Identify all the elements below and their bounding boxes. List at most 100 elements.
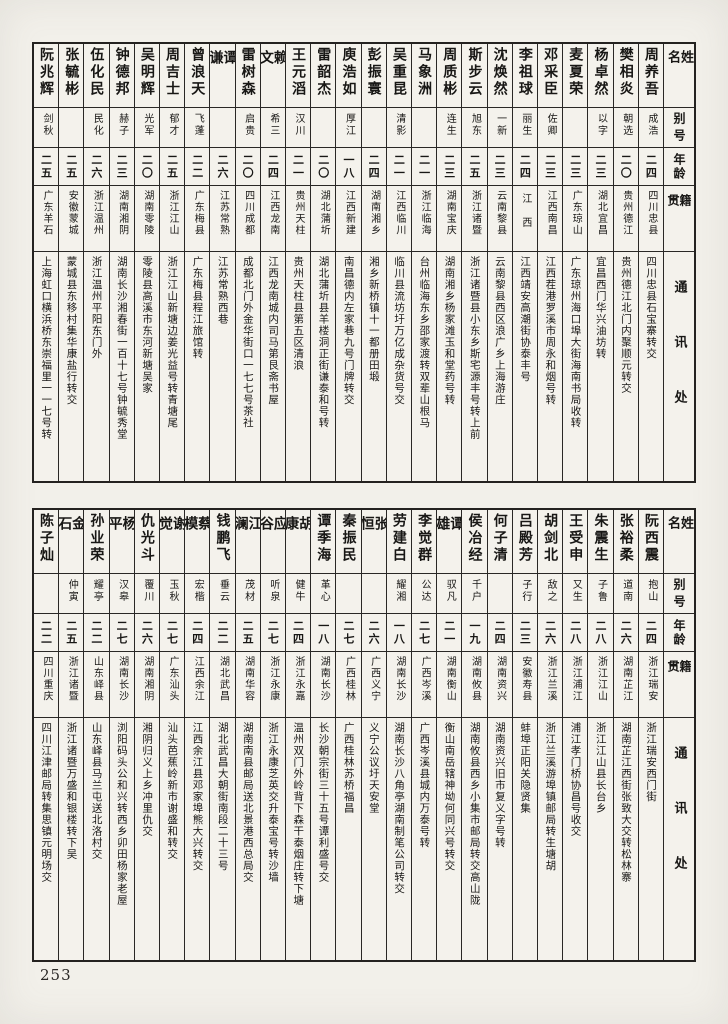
- header-name-text: 姓名: [665, 516, 693, 545]
- age-text: 二六: [140, 619, 154, 646]
- name-text: 仇光斗: [138, 513, 155, 564]
- entry-column: 阮西震 抱山 二四 浙江瑞安 浙江瑞安西门街: [637, 510, 663, 960]
- header-native-place-text: 籍贯: [666, 660, 692, 692]
- address-cell: 四川江津邮局转集思镇元明场交: [34, 718, 58, 960]
- alias-cell: 垂云: [210, 574, 235, 614]
- age-text: 二八: [568, 619, 582, 646]
- age-cell: 二一: [411, 148, 437, 186]
- alias-text: 朝选: [620, 113, 632, 137]
- name-cell: 沈焕然: [487, 44, 512, 108]
- alias-cell: 茂材: [235, 574, 260, 614]
- address-text: 浙江诸暨万盛和银楼转下吴: [65, 722, 78, 860]
- native-place-cell: 湖北武昌: [210, 652, 235, 718]
- entry-column: 钱鹏飞 垂云 二二 湖北武昌 湖北武昌大朝街南段二十三号: [209, 510, 235, 960]
- name-cell: 仇光斗: [134, 510, 159, 574]
- name-cell: 蔡模: [185, 510, 210, 574]
- native-place-text: 湖北武昌: [217, 656, 229, 702]
- age-text: 二五: [64, 153, 78, 180]
- alias-text: 又生: [570, 579, 582, 603]
- address-text: 温州双门外岭背下森干泰烟庄转下塘: [292, 722, 305, 906]
- native-place-text: 广东琼山: [570, 190, 582, 236]
- alias-cell: 健牛: [285, 574, 311, 614]
- age-cell: 二四: [638, 148, 663, 186]
- alias-text: 剑秋: [41, 113, 53, 137]
- age-cell: 二二: [33, 614, 59, 652]
- age-cell: 二五: [235, 614, 260, 652]
- address-text: 浦江孝门桥协昌号收交: [569, 722, 582, 837]
- name-text: 沈焕然: [491, 47, 508, 98]
- age-text: 二一: [442, 619, 456, 646]
- native-place-cell: 广东琼山: [563, 186, 588, 252]
- name-text: 斯步云: [466, 47, 483, 98]
- native-place-cell: 浙江临海: [411, 186, 437, 252]
- native-place-text: 湖南资兴: [494, 656, 506, 702]
- entry-column: 伍化民 民化 二六 浙江温州 浙江温州平阳东门外: [83, 44, 109, 481]
- address-cell: 汕头芭蕉岭新市谢盛和转交: [160, 718, 184, 960]
- header-address-cell: 通讯处: [664, 252, 694, 481]
- name-cell: 谭雄: [437, 510, 462, 574]
- address-text: 台州临海东乡邵家渡转双辈山根马: [418, 256, 431, 429]
- alias-cell: 连生: [437, 108, 462, 148]
- entry-column: 蔡模 宏楷 二四 江西余江 江西余江县邓家埠熊大兴转交: [184, 510, 210, 960]
- age-text: 二〇: [619, 153, 633, 180]
- header-address-text: 通讯处: [671, 746, 687, 911]
- native-place-cell: 贵州天柱: [285, 186, 311, 252]
- entry-column: 谢觉 玉秋 二七 广东汕头 汕头芭蕉岭新市谢盛和转交: [158, 510, 185, 960]
- age-text: 二二: [190, 153, 204, 180]
- entry-column: 周吉士 郁才 二五 浙江江山 浙江江山新塘边姜光益号转青塘尾: [158, 44, 185, 481]
- name-cell: 庾浩如: [336, 44, 361, 108]
- age-cell: 二三: [437, 148, 462, 186]
- alias-cell: 成浩: [638, 108, 663, 148]
- name-text: 秦振民: [340, 513, 357, 564]
- name-text: 朱震生: [592, 513, 609, 564]
- directory-table-bottom: 姓名 别号 年龄 籍贯 通讯处 阮西震 抱山 二四 浙江瑞安 浙江瑞安西门街 张裕柔 道南 二六 湖南芷江…: [32, 508, 696, 962]
- alias-text: 光军: [141, 113, 153, 137]
- entry-column: 沈焕然 一新 二三 云南黎县 云南黎县西区浪广乡上海游庄: [486, 44, 512, 481]
- age-cell: 二八: [588, 614, 613, 652]
- native-place-cell: 湖南湘乡: [361, 186, 386, 252]
- alias-cell: [361, 574, 386, 614]
- address-text: 湖南长沙八角亭湖南制笔公司转交: [393, 722, 406, 895]
- alias-text: 垂云: [217, 579, 229, 603]
- native-place-cell: 江西新建: [336, 186, 361, 252]
- name-text: 阮西震: [642, 513, 659, 564]
- native-place-text: 浙江瑞安: [645, 656, 657, 702]
- native-place-text: 贵州德江: [620, 190, 632, 236]
- address-cell: 蚌埠正阳关隐贤集: [513, 718, 537, 960]
- address-cell: 贵州天柱县第五区清浪: [286, 252, 310, 481]
- name-text: 周质彬: [441, 47, 458, 98]
- age-cell: 二〇: [613, 148, 638, 186]
- native-place-text: 云南黎县: [494, 190, 506, 236]
- native-place-cell: 浙江诸暨: [59, 652, 84, 718]
- native-place-cell: 浙江永康: [260, 652, 285, 718]
- native-place-cell: 江西龙南: [260, 186, 285, 252]
- alias-cell: [487, 574, 512, 614]
- entry-column: 赖文 希三 二四 江西龙南 江西龙南城内司马第艮斋书屋: [259, 44, 285, 481]
- header-name-cell: 姓名: [664, 510, 694, 574]
- native-place-text: 湖南华容: [242, 656, 254, 702]
- address-cell: 浙江瑞安西门街: [639, 718, 663, 960]
- alias-text: 连生: [444, 113, 456, 137]
- name-cell: 雷韶杰: [311, 44, 336, 108]
- age-cell: 二三: [487, 148, 512, 186]
- native-place-text: 安徽蒙城: [66, 190, 78, 236]
- alias-text: 耀湘: [393, 579, 405, 603]
- native-place-cell: 湖南芷江: [613, 652, 638, 718]
- address-text: 浙江江山县长台乡: [594, 722, 607, 814]
- name-text: 江澜: [235, 516, 260, 545]
- native-place-cell: 四川忠县: [638, 186, 663, 252]
- alias-text: 汉皋: [116, 579, 128, 603]
- alias-text: 子鲁: [595, 579, 607, 603]
- address-cell: 贵州德江北门内聚顺元转交: [614, 252, 638, 481]
- page-number: 253: [40, 966, 72, 984]
- native-place-text: 湖南攸县: [469, 656, 481, 702]
- name-text: 吴明辉: [138, 47, 155, 98]
- alias-cell: 仲寅: [59, 574, 84, 614]
- entry-column: 吴重昆 清影 二一 江西临川 临川县流坊圩万亿成杂货号交: [385, 44, 411, 481]
- age-text: 二五: [39, 153, 53, 180]
- address-cell: 湘阴归义上乡冲里仇交: [135, 718, 159, 960]
- age-text: 一八: [341, 153, 355, 180]
- entry-column: 周质彬 连生 二三 湖南宝庆 湖南湘乡杨家滩玉和堂药号转: [436, 44, 462, 481]
- native-place-cell: 山东峄县: [84, 652, 109, 718]
- address-cell: 湖南资兴旧市复义字号转: [488, 718, 512, 960]
